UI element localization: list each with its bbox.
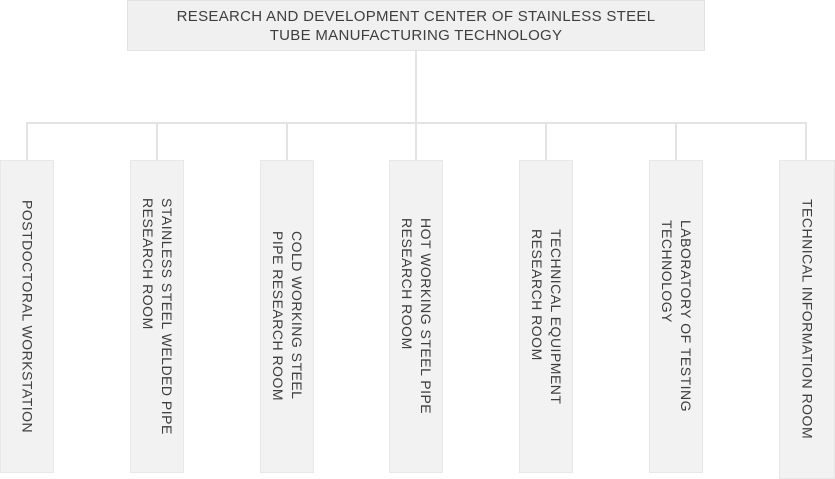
dept-label: LABORATORY OF TESTING TECHNOLOGY: [659, 220, 694, 413]
node-laboratory-of-testing-technology: LABORATORY OF TESTING TECHNOLOGY: [649, 160, 703, 473]
connector-drop-welded-pipe: [156, 122, 158, 160]
connector-drop-hot-working: [415, 122, 417, 160]
connector-drop-technical-equipment: [545, 122, 547, 160]
node-postdoctoral-workstation: POSTDOCTORAL WORKSTATION: [0, 160, 54, 473]
dept-label: POSTDOCTORAL WORKSTATION: [19, 199, 36, 434]
node-stainless-steel-welded-pipe-research-room: STAINLESS STEEL WELDED PIPE RESEARCH ROO…: [130, 160, 184, 473]
node-hot-working-steel-pipe-research-room: HOT WORKING STEEL PIPE RESEARCH ROOM: [389, 160, 443, 473]
connector-root-stem: [415, 51, 417, 124]
dept-label: STAINLESS STEEL WELDED PIPE RESEARCH ROO…: [140, 198, 175, 435]
connector-drop-cold-working: [286, 122, 288, 160]
node-technical-information-room: TECHNICAL INFORMATION ROOM: [779, 160, 835, 479]
dept-label: TECHNICAL INFORMATION ROOM: [799, 199, 816, 440]
node-cold-working-steel-pipe-research-room: COLD WORKING STEEL PIPE RESEARCH ROOM: [260, 160, 314, 473]
dept-label: COLD WORKING STEEL PIPE RESEARCH ROOM: [270, 231, 305, 402]
node-technical-equipment-research-room: TECHNICAL EQUIPMENT RESEARCH ROOM: [519, 160, 573, 473]
root-node: RESEARCH AND DEVELOPMENT CENTER OF STAIN…: [127, 0, 705, 51]
dept-label: TECHNICAL EQUIPMENT RESEARCH ROOM: [529, 228, 564, 405]
root-node-label: RESEARCH AND DEVELOPMENT CENTER OF STAIN…: [176, 7, 656, 44]
connector-drop-testing-lab: [675, 122, 677, 160]
connector-drop-technical-information: [805, 122, 807, 160]
dept-label: HOT WORKING STEEL PIPE RESEARCH ROOM: [399, 218, 434, 415]
connector-drop-postdoctoral: [26, 122, 28, 160]
